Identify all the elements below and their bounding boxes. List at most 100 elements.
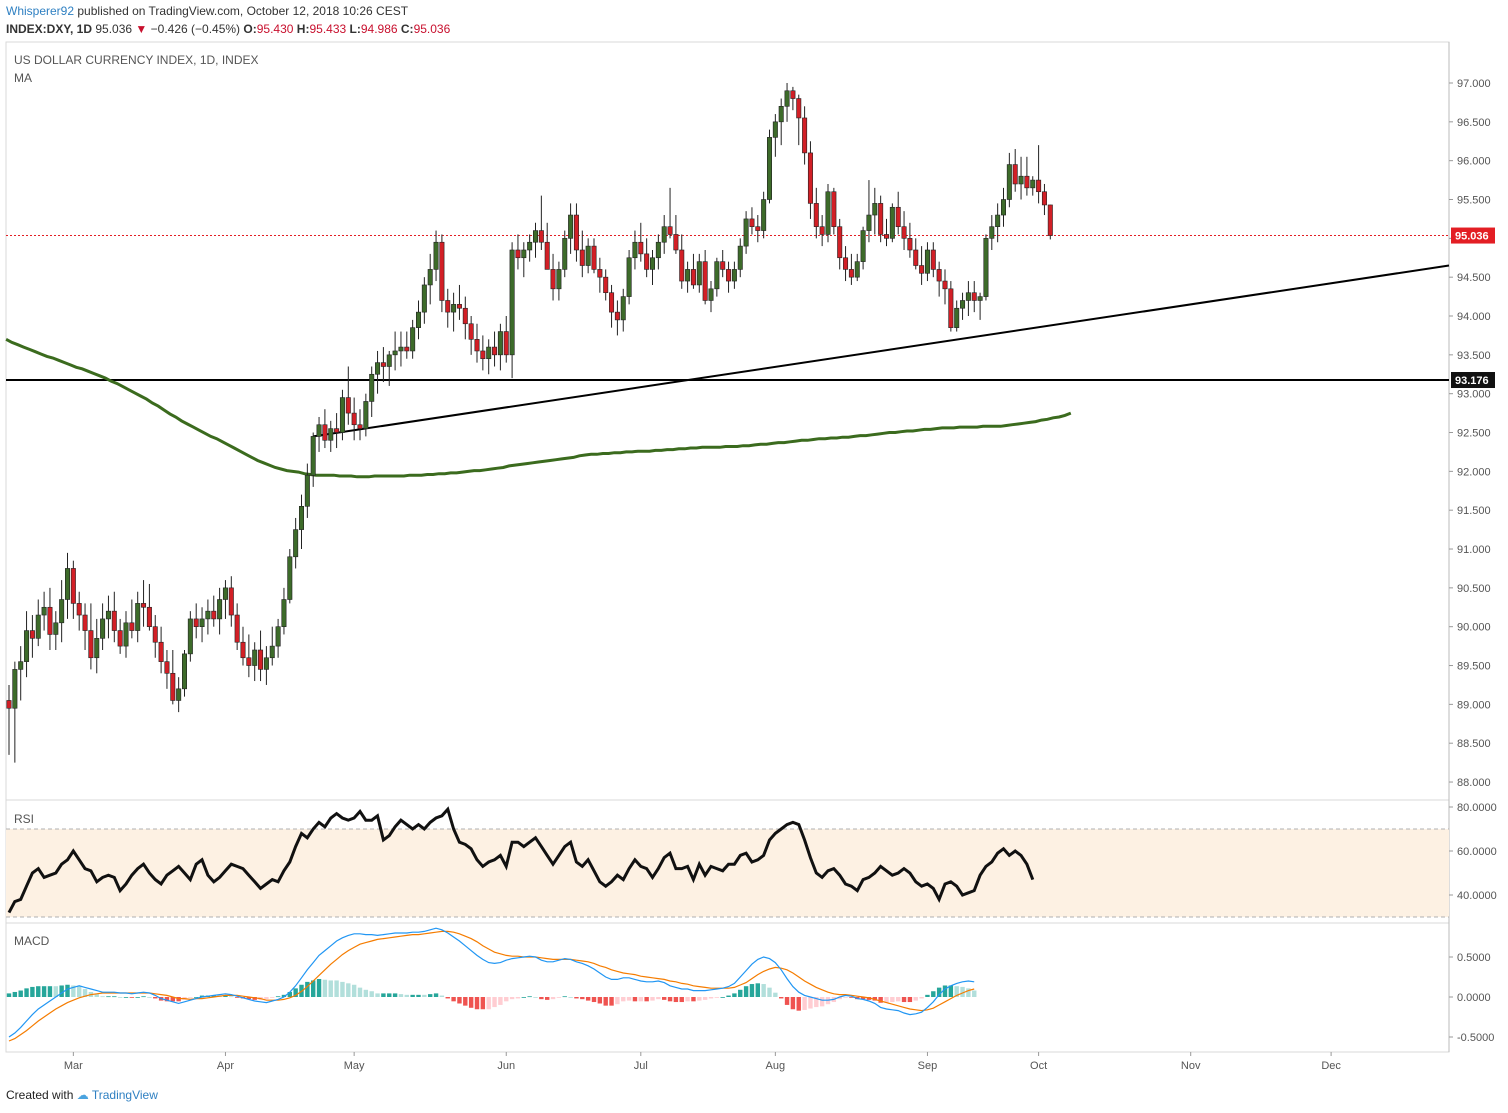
candle-body [345,397,351,414]
candle-body [755,226,761,231]
time-tick-label: Aug [766,1060,786,1072]
price-tick-label: 97.000 [1457,78,1491,90]
macd-tick-label: 0.0000 [1457,992,1491,1004]
candle [41,591,47,631]
candle-body [883,234,889,239]
candle-body [521,249,527,259]
macd-histogram-bar [784,997,790,1005]
candle [731,261,737,289]
macd-histogram-bar [270,997,275,998]
candle-body [357,424,363,429]
macd-histogram-bar [77,986,82,997]
tradingview-link[interactable]: TradingView [91,1088,158,1102]
candle-body [819,226,825,235]
price-axis: 97.00096.50096.00095.50095.00094.50094.0… [1449,78,1491,789]
macd-histogram-bar [6,993,12,997]
macd-histogram-bar [480,997,486,1010]
candle-body [53,622,59,635]
candle [1036,145,1042,204]
candle [1030,176,1036,196]
macd-histogram-bar [878,997,883,1003]
candle [784,83,790,122]
candle-body [1041,191,1047,206]
macd-histogram-bar [702,997,708,1000]
candle [843,246,849,282]
author-link[interactable]: Whisperer92 [6,4,75,18]
candle [1041,183,1047,216]
macd-histogram-bar [457,997,462,1004]
candle-body [626,257,632,297]
candle [1006,152,1012,208]
macd-histogram-bar [363,989,369,997]
open-value: 95.430 [256,22,294,36]
candle [369,366,375,417]
candle [316,416,322,452]
candle-body [796,98,802,119]
candle [872,187,878,235]
candle [503,316,509,363]
candle [398,331,404,367]
macd-histogram-bar [106,996,111,998]
candle-body [825,191,831,235]
candle [246,634,252,678]
macd-histogram-bar [919,997,924,999]
macd-histogram-bar [24,988,29,997]
candle-body [562,238,568,270]
candle-body [573,214,579,251]
candle [94,618,100,674]
macd-histogram-bar [743,986,749,997]
macd-histogram-bar [199,995,205,997]
last-price-badge: 95.036 [1451,227,1495,244]
candle [304,463,310,518]
candle [12,661,18,763]
candle [591,238,597,274]
tradingview-logo-icon[interactable]: ☁ [76,1088,89,1102]
candle [164,649,170,689]
macd-histogram-bar [474,997,480,1010]
candle [258,630,264,682]
candle [217,587,223,635]
macd-histogram-bar [311,980,316,997]
candle [667,187,673,239]
candle-body [492,346,498,356]
candle-body [135,603,141,631]
candle-body [269,645,275,659]
candle-body [486,346,492,360]
candle-body [65,568,71,600]
candle [70,560,76,619]
macd-histogram-bar [486,997,491,1010]
macd-histogram-bar [732,993,737,997]
candle [35,599,41,647]
candle [474,323,480,363]
candle-body [731,269,737,282]
macd-histogram-bar [59,985,64,997]
candle [310,432,316,487]
macd-histogram-bar [691,997,696,1002]
candle [761,191,767,239]
candle-body [1036,179,1042,193]
candle [293,517,299,569]
candle [883,218,889,247]
candle [392,331,398,371]
candle [696,253,702,293]
candle-body [351,412,357,426]
trend-line[interactable] [313,264,1450,438]
candle [778,98,784,146]
candle-body [673,234,679,251]
macd-histogram-bar [697,997,702,1001]
candle [357,409,363,441]
macd-histogram-bar [305,981,310,997]
candle-body [451,304,457,313]
candle [825,183,831,243]
published-text: published on TradingView.com, October 12… [77,4,409,18]
macd-histogram-bar [708,997,714,999]
candle [1000,187,1006,227]
candle-body [714,261,720,290]
candle [205,599,211,635]
candle [427,253,433,305]
candle [328,420,334,452]
macd-histogram-bar [896,997,901,1002]
candle [187,611,193,662]
candle-body [690,269,696,286]
